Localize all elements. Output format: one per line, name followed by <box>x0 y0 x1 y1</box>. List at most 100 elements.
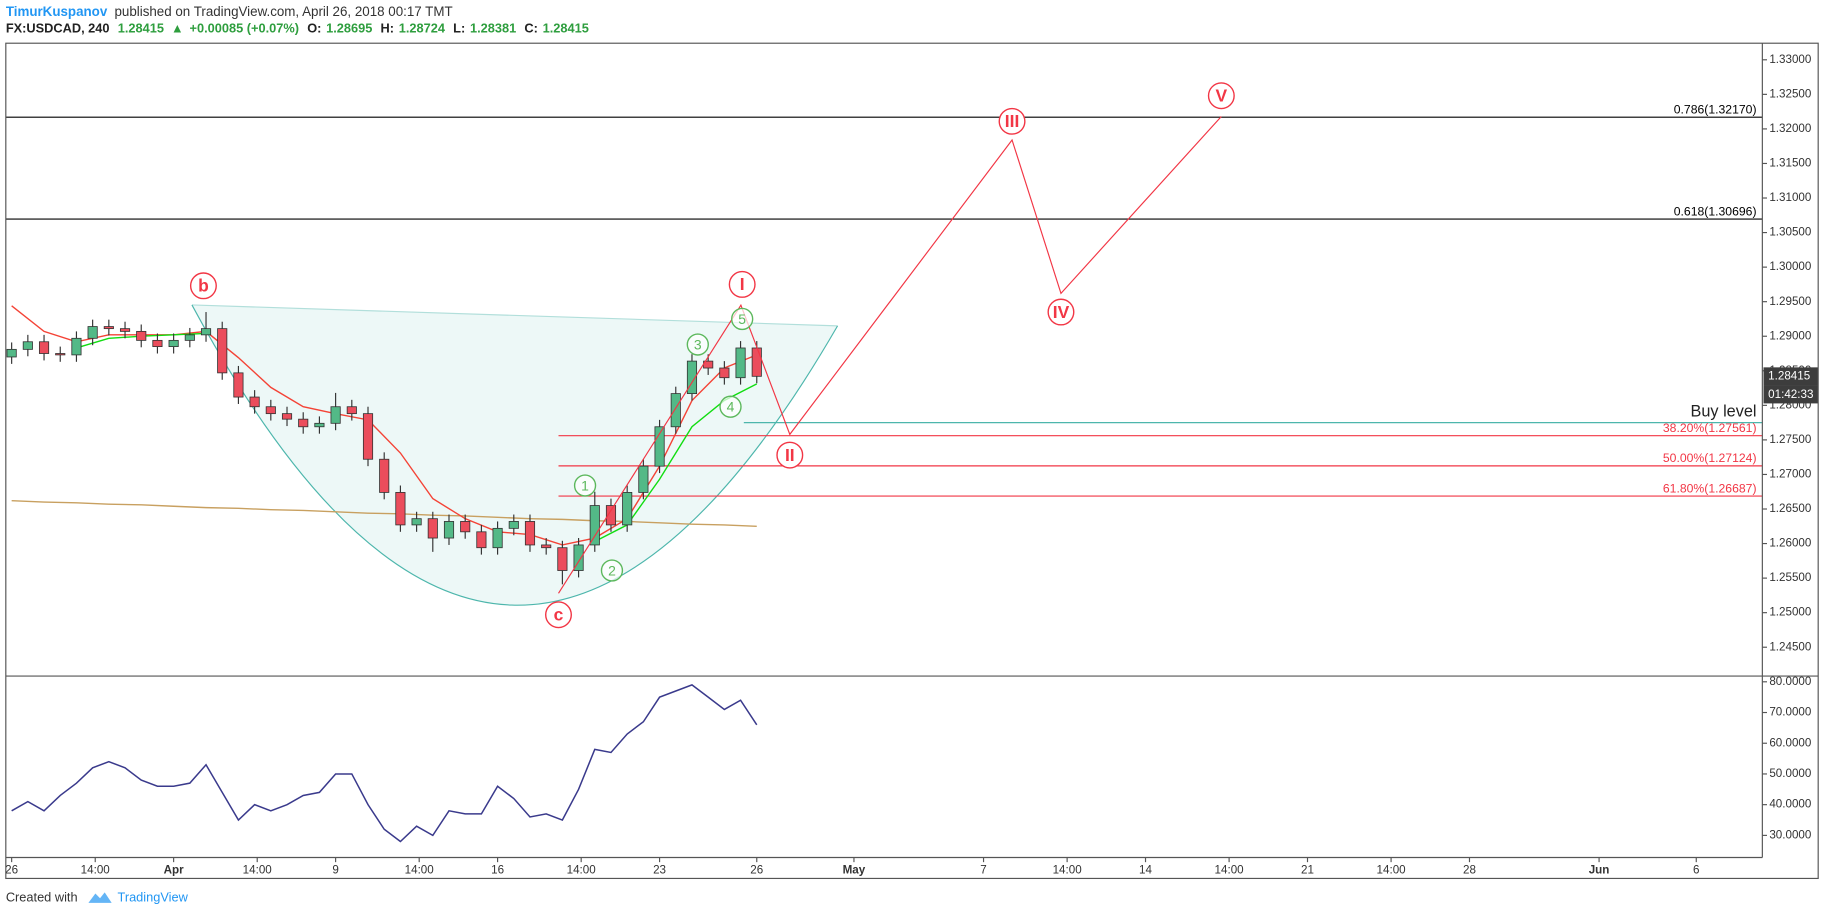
wave-circle <box>545 601 572 629</box>
candle-body <box>735 347 746 379</box>
footer: Created with TradingView <box>6 890 189 905</box>
y-tick-label: 1.26500 <box>1769 502 1812 515</box>
level-label: 0.786(1.32170) <box>1674 102 1757 116</box>
x-tick-label: 6 <box>1693 863 1699 876</box>
wave-circle <box>998 107 1026 135</box>
y-tick-label: 1.25000 <box>1769 606 1812 619</box>
y-tick-label: 1.27000 <box>1769 468 1812 481</box>
wave-label: 4 <box>727 399 735 415</box>
y-tick-label: 1.30000 <box>1769 260 1812 273</box>
wave-label: b <box>198 276 209 296</box>
publication: published on TradingView.com, April 26, … <box>114 3 452 18</box>
wave-label: IV <box>1053 302 1070 322</box>
wave-label: 3 <box>694 336 702 352</box>
x-tick-label: 14:00 <box>243 863 273 876</box>
x-tick-label: 14:00 <box>1215 863 1245 876</box>
x-tick-label: 14:00 <box>81 863 111 876</box>
candle-body <box>281 413 293 420</box>
y-tick-label: 1.24500 <box>1769 640 1812 653</box>
candle-body <box>524 521 536 546</box>
o-label: O: <box>307 21 321 36</box>
frame <box>5 42 1819 880</box>
candle-body <box>249 396 260 408</box>
logo <box>88 892 112 903</box>
candle-body <box>55 353 66 356</box>
moving-average <box>11 500 757 527</box>
candle-body <box>87 326 98 339</box>
h-label: H: <box>381 21 395 36</box>
wave-circle <box>1047 298 1075 326</box>
x-tick-label: 14:00 <box>1377 863 1407 876</box>
candle-body <box>476 531 487 549</box>
candle-body <box>298 418 309 428</box>
y-tick-label: 60.0000 <box>1769 736 1812 749</box>
author[interactable]: TimurKuspanov <box>6 3 108 18</box>
open: 1.28695 <box>326 21 372 36</box>
x-tick-label: 26 <box>5 863 18 876</box>
level-label: 38.20%(1.27561) <box>1663 421 1757 435</box>
wave-label: c <box>554 605 564 625</box>
candle-body <box>751 347 762 377</box>
candle-body <box>427 518 438 539</box>
x-tick-label: Jun <box>1589 863 1610 876</box>
change: +0.00085 (+0.07%) <box>190 21 299 36</box>
last-price-box <box>1763 367 1819 386</box>
candle-body <box>589 505 600 546</box>
candle-body <box>443 521 455 539</box>
wave-label: 2 <box>608 562 616 578</box>
x-tick-label: 14:00 <box>1053 863 1083 876</box>
y-tick-label: 80.0000 <box>1769 675 1812 688</box>
y-tick-label: 1.29000 <box>1769 329 1812 342</box>
y-tick-label: 50.0000 <box>1769 767 1812 780</box>
wave-label: I <box>740 274 745 294</box>
wave-label: V <box>1216 86 1228 106</box>
arrow: ▲ <box>171 21 184 36</box>
candle-body <box>119 328 131 332</box>
candle-body <box>233 372 244 398</box>
brand[interactable]: TradingView <box>117 890 188 905</box>
y-tick-label: 40.0000 <box>1769 798 1812 811</box>
wave-circle <box>1207 82 1235 110</box>
candle-body <box>200 328 212 336</box>
x-tick-label: 14 <box>1139 863 1152 876</box>
x-tick-label: May <box>843 863 866 876</box>
x-tick-label: 7 <box>980 863 986 876</box>
y-tick-label: 1.31000 <box>1769 191 1812 204</box>
cup-fill <box>191 304 838 606</box>
y-tick-label: 1.33000 <box>1769 53 1812 66</box>
candle-body <box>508 521 519 529</box>
candle-body <box>217 328 228 374</box>
candle-body <box>719 367 730 379</box>
wave-circle <box>731 307 754 331</box>
plot-layer: 1.24500 1.25000 1.25500 1.26000 1.26500 1.270… <box>5 53 1819 876</box>
candle-body <box>362 413 374 460</box>
candle-body <box>346 406 357 415</box>
moving-average <box>11 305 758 546</box>
header-line-1: TimurKuspanov published on TradingView.c… <box>6 3 453 18</box>
y-tick-label: 1.32500 <box>1769 87 1812 100</box>
l-label: L: <box>453 21 465 36</box>
wave-label: III <box>1005 111 1020 131</box>
x-tick-label: 23 <box>653 863 666 876</box>
candle-body <box>314 422 325 428</box>
x-tick-label: 16 <box>491 863 504 876</box>
level-label: 50.00%(1.27124) <box>1663 451 1757 465</box>
candle-body <box>152 339 163 348</box>
wave-circle <box>600 559 624 582</box>
y-tick-label: 1.31500 <box>1769 157 1812 170</box>
wave-label: II <box>785 445 795 465</box>
close: 1.28415 <box>543 21 589 36</box>
candle-body <box>492 527 503 549</box>
x-tick-label: Apr <box>164 863 184 876</box>
candle-body <box>605 505 617 526</box>
wave-circle <box>728 270 756 298</box>
symbol: FX:USDCAD, 240 <box>6 21 110 36</box>
candle-body <box>460 521 471 533</box>
candle-body <box>38 341 50 354</box>
candle-body <box>654 426 665 467</box>
header-line-2: FX:USDCAD, 240 1.28415 ▲ +0.00085 (+0.07… <box>6 21 589 36</box>
candle-body <box>686 360 698 395</box>
wave-circle <box>686 333 709 356</box>
